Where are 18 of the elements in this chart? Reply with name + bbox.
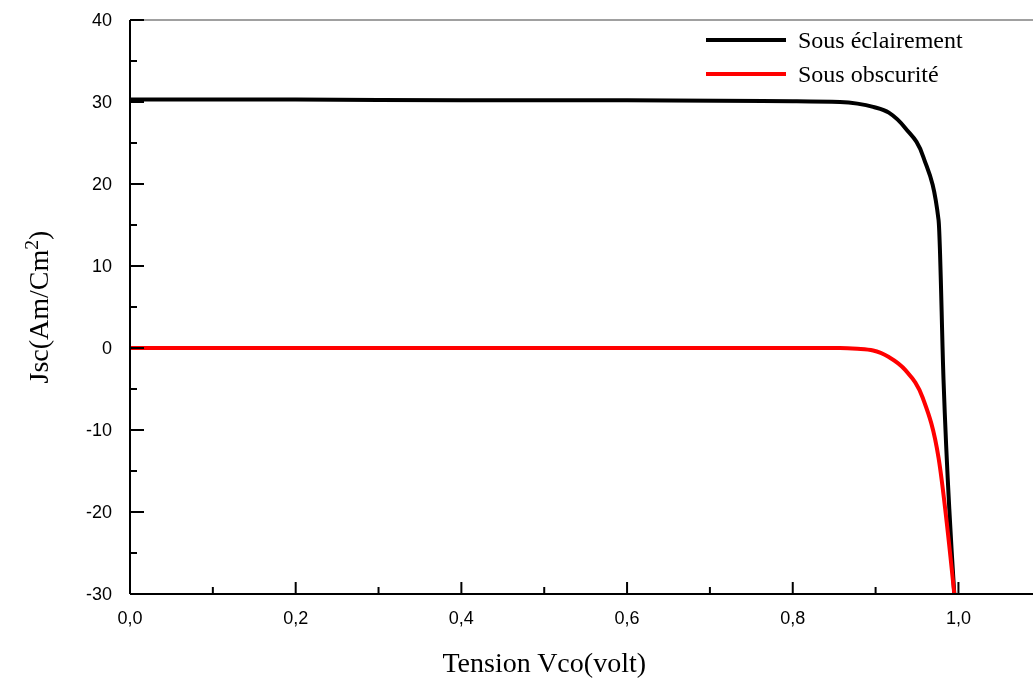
y-tick-label: 30 bbox=[91, 92, 112, 112]
x-tick-label: 0,6 bbox=[614, 608, 640, 628]
y-tick-label: 20 bbox=[91, 174, 112, 194]
x-tick-label: 1,0 bbox=[945, 608, 971, 628]
x-tick-label: 0,0 bbox=[117, 608, 143, 628]
line-series bbox=[128, 346, 957, 596]
legend-label: Sous éclairement bbox=[798, 27, 963, 53]
y-tick-label: 0 bbox=[101, 338, 112, 358]
y-tick-label: 10 bbox=[91, 256, 112, 276]
y-tick-label: 40 bbox=[91, 10, 112, 30]
x-tick-label: 0,2 bbox=[283, 608, 309, 628]
x-axis-title: Tension Vco(volt) bbox=[442, 647, 647, 678]
x-tick-label: 0,8 bbox=[780, 608, 806, 628]
legend-label: Sous obscurité bbox=[798, 61, 939, 87]
y-tick-label: -10 bbox=[85, 420, 112, 440]
y-tick-label: -30 bbox=[85, 584, 112, 604]
x-tick-label: 0,4 bbox=[448, 608, 474, 628]
y-tick-label: -20 bbox=[85, 502, 112, 522]
